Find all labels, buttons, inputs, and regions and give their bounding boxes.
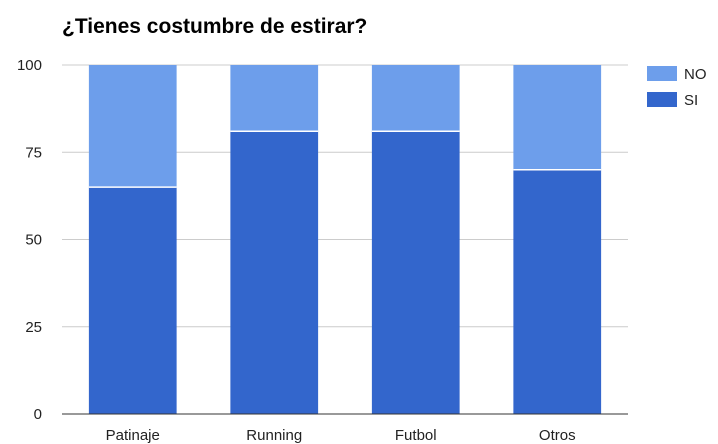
y-tick-label: 100 bbox=[17, 57, 42, 74]
bar-no-running bbox=[230, 65, 319, 132]
y-tick-label: 50 bbox=[25, 232, 42, 249]
bar-no-futbol bbox=[371, 65, 460, 132]
legend: NO SI bbox=[647, 66, 707, 109]
legend-swatch-si bbox=[647, 92, 677, 107]
legend-label-no: NO bbox=[684, 66, 707, 83]
x-tick-label: Running bbox=[246, 427, 302, 444]
legend-swatch-no bbox=[647, 66, 677, 81]
bar-si-running bbox=[230, 131, 319, 414]
x-tick-label: Otros bbox=[539, 427, 576, 444]
bar-si-otros bbox=[513, 169, 602, 414]
bars bbox=[88, 65, 602, 414]
x-tick-label: Futbol bbox=[395, 427, 437, 444]
bar-si-patinaje bbox=[88, 187, 177, 414]
y-tick-label: 25 bbox=[25, 319, 42, 336]
axes: 0 25 50 75 100 Patinaje Running Futbol Otros bbox=[17, 57, 628, 444]
x-tick-label: Patinaje bbox=[106, 427, 160, 444]
y-tick-label: 0 bbox=[34, 406, 42, 423]
chart-title: ¿Tienes costumbre de estirar? bbox=[62, 15, 367, 38]
bar-si-futbol bbox=[371, 131, 460, 414]
y-tick-label: 75 bbox=[25, 144, 42, 161]
bar-no-patinaje bbox=[88, 65, 177, 188]
legend-label-si: SI bbox=[684, 92, 698, 109]
bar-no-otros bbox=[513, 65, 602, 170]
